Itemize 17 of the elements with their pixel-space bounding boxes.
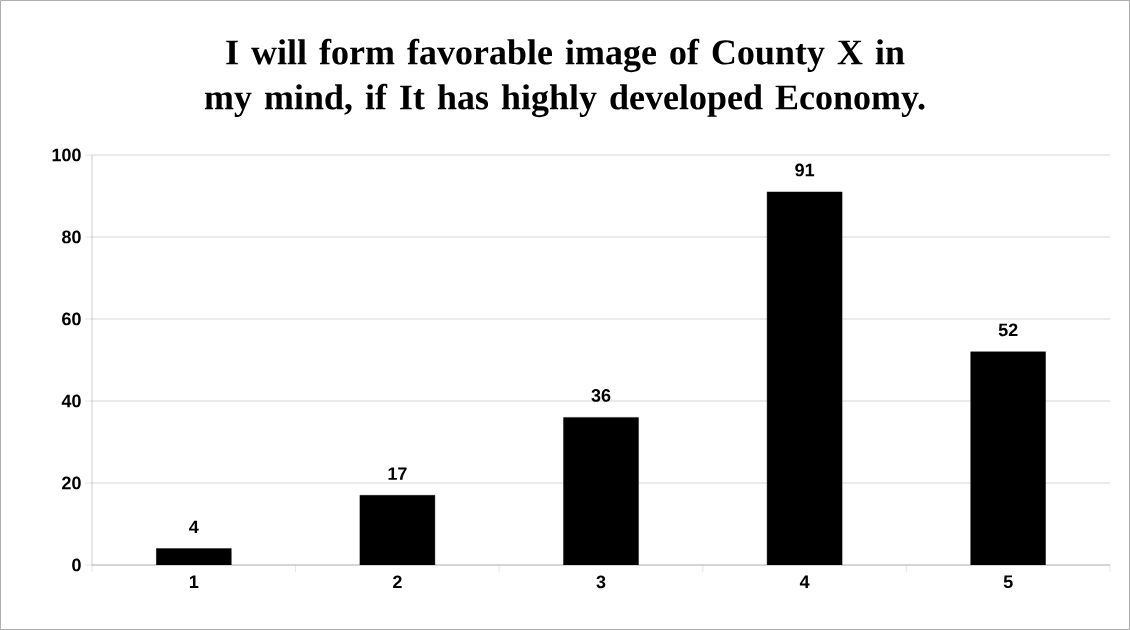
x-tick-label: 2: [393, 575, 402, 589]
x-tick-label: 3: [596, 575, 606, 589]
x-tick-label: 1: [189, 575, 199, 588]
y-tick-label: 20: [62, 476, 81, 490]
data-label: 17: [388, 467, 407, 480]
data-label: 36: [591, 389, 611, 402]
y-tick-label: 100: [52, 148, 81, 162]
y-tick-label: 40: [61, 394, 81, 408]
y-tick-label: 60: [62, 312, 81, 326]
chart-title: I will form favorable image of County X in my mind, if It has highly developed Economy.: [204, 38, 925, 118]
data-label: 4: [189, 520, 199, 534]
x-tick-label: 4: [799, 575, 810, 588]
y-tick-label: 80: [62, 230, 81, 244]
x-tick-label: 5: [1003, 575, 1013, 589]
data-label: 91: [795, 163, 815, 177]
y-tick-label: 0: [72, 558, 81, 572]
data-label: 52: [998, 323, 1018, 337]
